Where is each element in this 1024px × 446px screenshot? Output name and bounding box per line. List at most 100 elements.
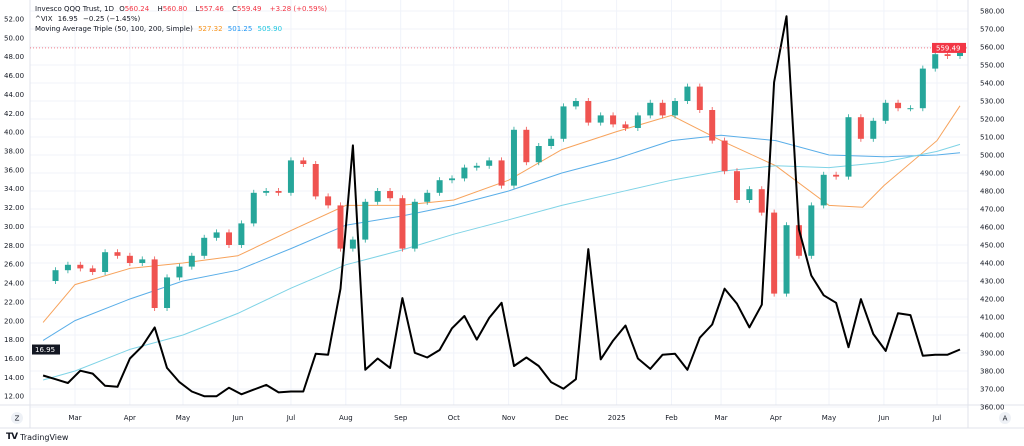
right-tick-label: 360.00 <box>980 404 1005 412</box>
left-tick-label: 50.00 <box>4 34 24 42</box>
x-tick-label: May <box>176 414 190 422</box>
x-tick-label: Aug <box>339 414 353 422</box>
x-tick-label: Jun <box>231 414 243 422</box>
candle-body <box>139 259 146 263</box>
candle-body <box>287 160 294 193</box>
candle-body <box>349 239 356 249</box>
candle-body <box>473 165 480 168</box>
candle-body <box>263 191 270 193</box>
candle-body <box>696 86 703 110</box>
left-tick-label: 26.00 <box>4 261 24 269</box>
left-tick-label: 18.00 <box>4 336 24 344</box>
right-tick-label: 410.00 <box>980 314 1005 322</box>
left-tick-label: 14.00 <box>4 374 24 382</box>
candle-body <box>300 160 307 164</box>
candle-body <box>771 212 778 294</box>
last-price-label: 559.49 <box>936 44 961 52</box>
zoom-button[interactable] <box>11 412 23 424</box>
candle-body <box>672 101 679 116</box>
auto-scale-label: A <box>1003 415 1008 423</box>
candle-body <box>833 174 840 177</box>
candle-body <box>436 180 443 193</box>
candle-body <box>944 54 951 56</box>
candle-body <box>201 237 208 256</box>
candle-body <box>164 277 171 308</box>
high-label: H <box>157 5 163 13</box>
candle-body <box>77 264 84 269</box>
candle-body <box>820 174 827 206</box>
right-tick-label: 450.00 <box>980 242 1005 250</box>
open-label: O <box>119 5 125 13</box>
candle-body <box>213 232 220 238</box>
candle-body <box>411 201 418 249</box>
right-tick-label: 370.00 <box>980 386 1005 394</box>
x-tick-label: Oct <box>448 414 460 422</box>
legend-vix-row[interactable]: ^VIX 16.95 −0.25 (−1.45%) <box>35 14 330 24</box>
right-tick-label: 530.00 <box>980 98 1005 106</box>
left-tick-label: 40.00 <box>4 129 24 137</box>
close-label: C <box>232 5 237 13</box>
candle-body <box>895 102 902 109</box>
candle-body <box>919 68 926 109</box>
candle-body <box>572 101 579 107</box>
left-tick-label: 42.00 <box>4 110 24 118</box>
right-tick-label: 570.00 <box>980 26 1005 34</box>
left-tick-label: 24.00 <box>4 280 24 288</box>
candle-body <box>151 259 158 308</box>
left-tick-label: 32.00 <box>4 204 24 212</box>
x-tick-label: Dec <box>555 414 569 422</box>
candle-body <box>461 167 468 179</box>
ma-name: Moving Average Triple (50, 100, 200, Sim… <box>35 25 193 33</box>
candle-body <box>510 129 517 186</box>
candle-body <box>795 225 802 256</box>
candle-body <box>337 205 344 249</box>
legend-symbol-row[interactable]: Invesco QQQ Trust, 1D O560.24 H560.80 L5… <box>35 4 330 14</box>
candle-body <box>932 54 939 69</box>
auto-scale-button[interactable] <box>999 412 1011 424</box>
candle-body <box>449 178 456 181</box>
legend-ma-row[interactable]: Moving Average Triple (50, 100, 200, Sim… <box>35 24 330 34</box>
candle-body <box>659 102 666 116</box>
axes: 580.00 570.00 560.00 550.00 540.00 530.00 520.… <box>0 0 1024 429</box>
left-tick-label: 38.00 <box>4 148 24 156</box>
candle-body <box>176 266 183 278</box>
tradingview-logo-icon: TV <box>6 432 18 442</box>
vix-value: 16.95 <box>57 15 78 23</box>
moving-averages <box>42 105 961 381</box>
candle-body <box>275 191 282 193</box>
x-tick-label: Mar <box>714 414 727 422</box>
right-tick-label: 580.00 <box>980 8 1005 16</box>
candle-body <box>585 101 592 123</box>
legend: Invesco QQQ Trust, 1D O560.24 H560.80 L5… <box>35 4 330 34</box>
x-tick-label: Feb <box>665 414 678 422</box>
right-tick-label: 550.00 <box>980 62 1005 70</box>
candle-body <box>225 232 232 245</box>
tradingview-brand[interactable]: TV TradingView <box>6 432 68 442</box>
candle-body <box>709 110 716 141</box>
grid <box>30 0 968 408</box>
candle-body <box>126 255 133 263</box>
candle-body <box>114 252 121 256</box>
low-label: L <box>195 5 200 13</box>
x-tick-label: Jun <box>877 414 889 422</box>
open-value: 560.24 <box>124 5 150 13</box>
x-tick-label: Sep <box>394 414 408 422</box>
candle-body <box>622 124 629 128</box>
candle-body <box>498 160 505 186</box>
right-tick-label: 500.00 <box>980 152 1005 160</box>
right-tick-label: 440.00 <box>980 260 1005 268</box>
candle-body <box>733 171 740 200</box>
candle-body <box>424 192 431 202</box>
candle-body <box>870 120 877 139</box>
right-tick-label: 400.00 <box>980 332 1005 340</box>
candle-body <box>721 140 728 172</box>
ma100-value: 501.25 <box>227 25 253 33</box>
ma200-value: 505.90 <box>257 25 283 33</box>
vix-series-line <box>42 15 961 398</box>
x-tick-label: May <box>822 414 836 422</box>
change-value: +3.28 (+0.59%) <box>269 5 327 13</box>
vix-change: −0.25 (−1.45%) <box>83 15 141 23</box>
left-tick-label: 44.00 <box>4 91 24 99</box>
high-value: 560.80 <box>162 5 188 13</box>
